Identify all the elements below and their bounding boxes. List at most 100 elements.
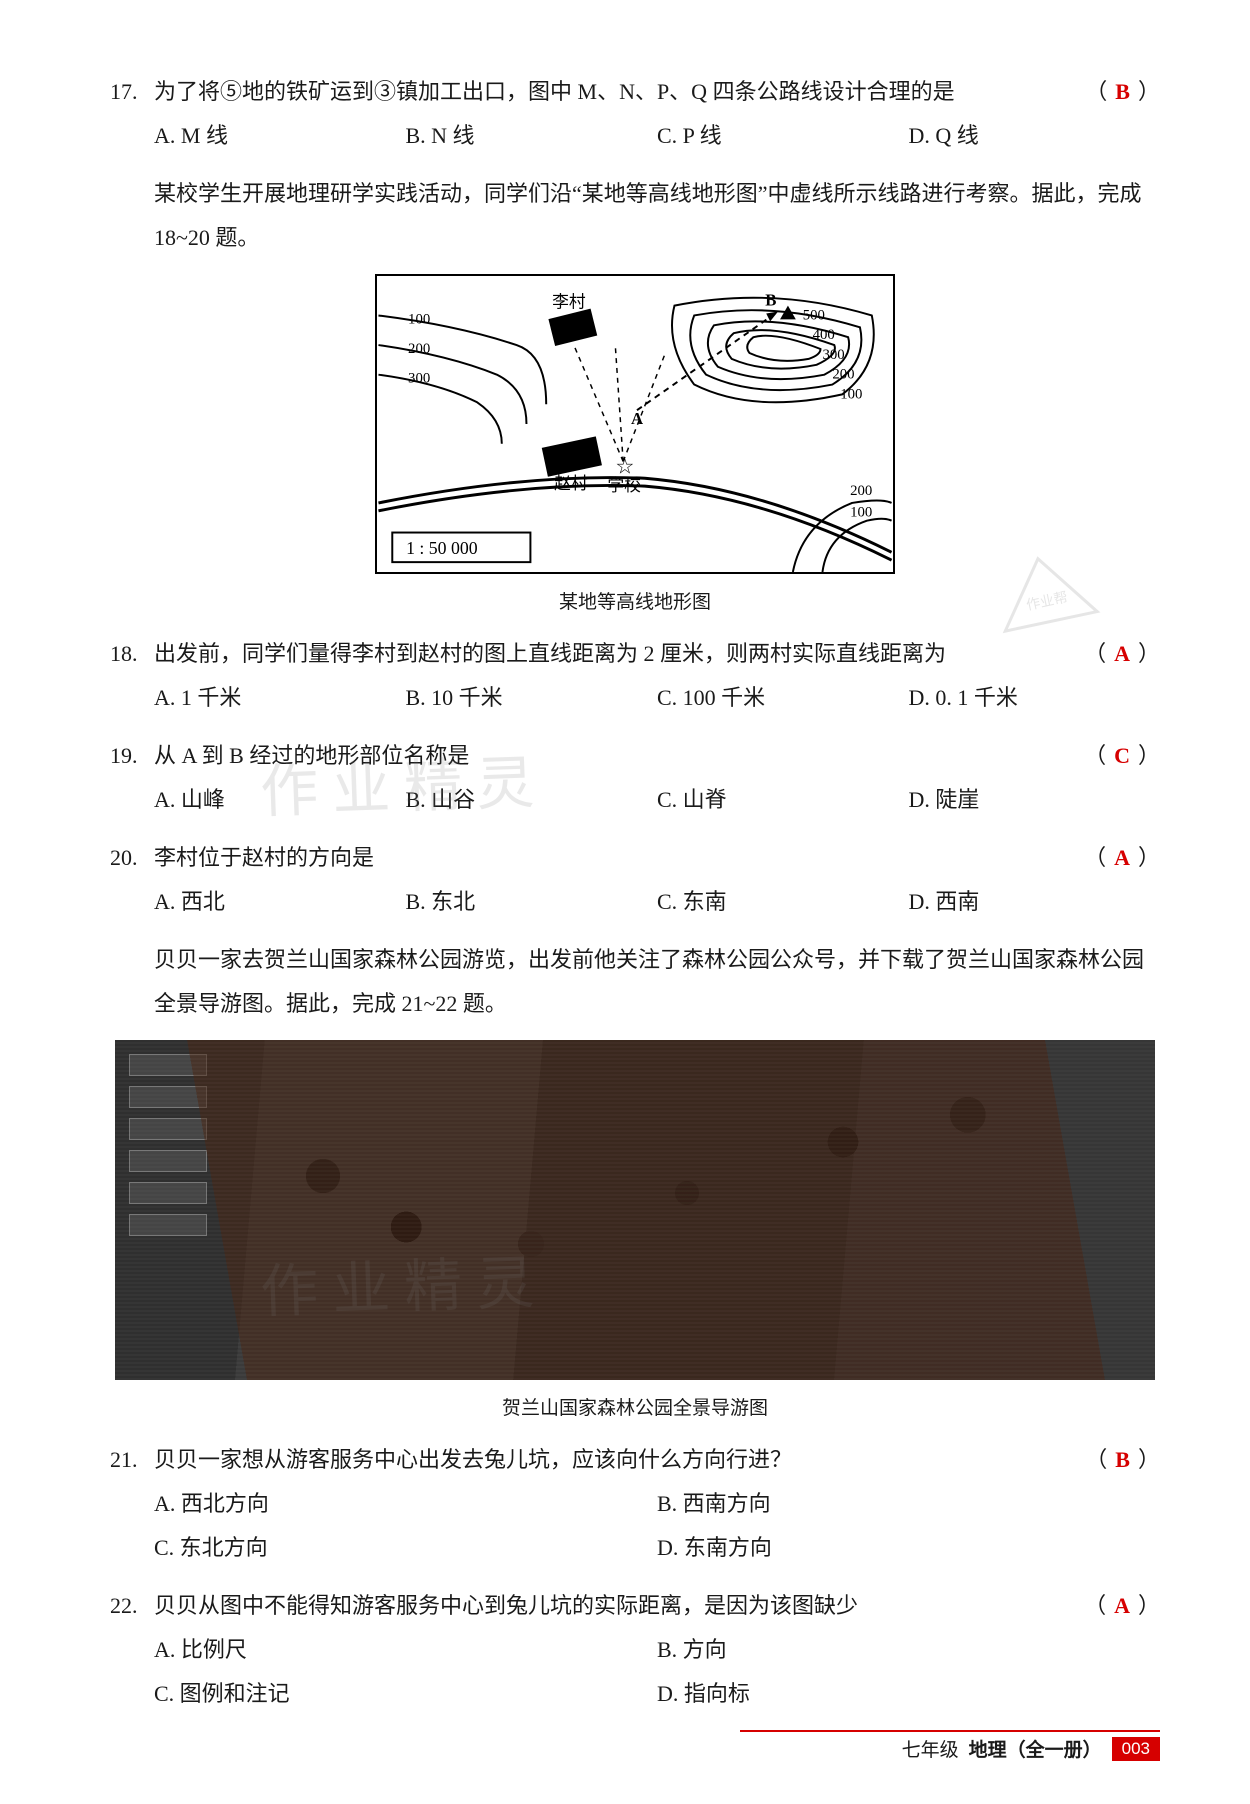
q22-options-row2: C. 图例和注记 D. 指向标	[110, 1672, 1160, 1716]
q22-answer-slot: （A）	[1084, 1584, 1160, 1628]
q22-opt-d: D. 指向标	[657, 1672, 1160, 1716]
q18-options: A. 1 千米 B. 10 千米 C. 100 千米 D. 0. 1 千米	[110, 676, 1160, 720]
page-footer: 七年级 地理（全一册） 003	[902, 1735, 1160, 1762]
zhao-village-icon	[542, 436, 602, 476]
passage-1-line2: 18~20 题。	[110, 216, 1160, 260]
q18-answer-slot: （A）	[1084, 632, 1160, 676]
q17-opt-c: C. P 线	[657, 114, 909, 158]
q20-opt-c: C. 东南	[657, 880, 909, 924]
q20-opt-a: A. 西北	[154, 880, 406, 924]
q18-opt-d: D. 0. 1 千米	[909, 676, 1161, 720]
q17-number: 17.	[110, 70, 154, 114]
q22-options-row1: A. 比例尺 B. 方向	[110, 1628, 1160, 1672]
question-18: 18. 出发前，同学们量得李村到赵村的图上直线距离为 2 厘米，则两村实际直线距…	[110, 632, 1160, 720]
contour-label: 200	[408, 341, 430, 357]
q19-opt-c: C. 山脊	[657, 778, 909, 822]
question-17: 17. 为了将⑤地的铁矿运到③镇加工出口，图中 M、N、P、Q 四条公路线设计合…	[110, 70, 1160, 158]
q21-answer: B	[1107, 1438, 1138, 1482]
map-legend-item	[129, 1214, 207, 1236]
q21-options-row1: A. 西北方向 B. 西南方向	[110, 1482, 1160, 1526]
point-b-label: B	[765, 291, 776, 310]
q18-opt-a: A. 1 千米	[154, 676, 406, 720]
q22-opt-c: C. 图例和注记	[154, 1672, 657, 1716]
footer-rule	[110, 1730, 1160, 1732]
q19-opt-a: A. 山峰	[154, 778, 406, 822]
figure-2-caption: 贺兰山国家森林公园全景导游图	[110, 1393, 1160, 1420]
question-20: 20. 李村位于赵村的方向是 （A） A. 西北 B. 东北 C. 东南 D. …	[110, 836, 1160, 924]
q19-answer: C	[1106, 734, 1138, 778]
q19-number: 19.	[110, 734, 154, 778]
scale-text: 1 : 50 000	[406, 538, 478, 558]
footer-grade: 七年级	[902, 1735, 959, 1762]
q21-options-row2: C. 东北方向 D. 东南方向	[110, 1526, 1160, 1570]
q18-answer: A	[1106, 632, 1138, 676]
q20-answer-slot: （A）	[1084, 836, 1160, 880]
passage-2-line2: 全景导游图。据此，完成 21~22 题。	[110, 982, 1160, 1026]
q19-answer-slot: （C）	[1084, 734, 1160, 778]
q19-opt-d: D. 陡崖	[909, 778, 1161, 822]
q20-options: A. 西北 B. 东北 C. 东南 D. 西南	[110, 880, 1160, 924]
q22-answer: A	[1106, 1584, 1138, 1628]
q20-answer: A	[1106, 836, 1138, 880]
point-a-label: A	[631, 409, 643, 428]
q21-answer-slot: （B）	[1085, 1438, 1160, 1482]
question-22-stem: 22. 贝贝从图中不能得知游客服务中心到兔儿坑的实际距离，是因为该图缺少 （A）	[110, 1584, 1160, 1628]
li-village-icon	[548, 309, 597, 346]
route-arrowhead-icon	[766, 312, 778, 322]
q20-number: 20.	[110, 836, 154, 880]
question-22: 22. 贝贝从图中不能得知游客服务中心到兔儿坑的实际距离，是因为该图缺少 （A）…	[110, 1584, 1160, 1716]
contour-line	[378, 375, 501, 444]
q21-number: 21.	[110, 1438, 154, 1482]
school-label: 学校	[607, 476, 641, 495]
q21-text: 贝贝一家想从游客服务中心出发去兔儿坑，应该向什么方向行进？	[154, 1438, 1160, 1482]
figure-1-wrap: 100 200 300 500 400 300 200 100 200 100 …	[110, 274, 1160, 579]
q18-number: 18.	[110, 632, 154, 676]
contour-label: 300	[408, 371, 430, 387]
contour-line	[747, 336, 820, 361]
q17-opt-d: D. Q 线	[909, 114, 1161, 158]
q17-options: A. M 线 B. N 线 C. P 线 D. Q 线	[110, 114, 1160, 158]
contour-label: 400	[813, 327, 835, 343]
q21-opt-d: D. 东南方向	[657, 1526, 1160, 1570]
q17-text: 为了将⑤地的铁矿运到③镇加工出口，图中 M、N、P、Q 四条公路线设计合理的是	[154, 70, 1160, 114]
question-21-stem: 21. 贝贝一家想从游客服务中心出发去兔儿坑，应该向什么方向行进？ （B）	[110, 1438, 1160, 1482]
q20-text: 李村位于赵村的方向是	[154, 836, 1160, 880]
q19-opt-b: B. 山谷	[406, 778, 658, 822]
dashed-line	[623, 355, 664, 462]
passage-2-line1: 贝贝一家去贺兰山国家森林公园游览，出发前他关注了森林公园公众号，并下载了贺兰山国…	[110, 938, 1160, 982]
question-20-stem: 20. 李村位于赵村的方向是 （A）	[110, 836, 1160, 880]
q22-opt-b: B. 方向	[657, 1628, 1160, 1672]
footer-page-number: 003	[1112, 1737, 1160, 1761]
question-21: 21. 贝贝一家想从游客服务中心出发去兔儿坑，应该向什么方向行进？ （B） A.…	[110, 1438, 1160, 1570]
question-18-stem: 18. 出发前，同学们量得李村到赵村的图上直线距离为 2 厘米，则两村实际直线距…	[110, 632, 1160, 676]
map-legend-item	[129, 1054, 207, 1076]
q18-opt-c: C. 100 千米	[657, 676, 909, 720]
q17-opt-a: A. M 线	[154, 114, 406, 158]
q18-text: 出发前，同学们量得李村到赵村的图上直线距离为 2 厘米，则两村实际直线距离为	[154, 632, 1160, 676]
contour-map-svg: 100 200 300 500 400 300 200 100 200 100 …	[375, 274, 895, 574]
map-legend-item	[129, 1150, 207, 1172]
q18-opt-b: B. 10 千米	[406, 676, 658, 720]
li-village-label: 李村	[552, 293, 586, 312]
q17-answer-slot: （B）	[1085, 70, 1160, 114]
zhao-village-label: 赵村	[554, 474, 588, 493]
q21-opt-c: C. 东北方向	[154, 1526, 657, 1570]
contour-line	[378, 315, 546, 404]
dashed-line	[615, 345, 623, 461]
figure-2-wrap	[110, 1040, 1160, 1385]
map-legend-column	[129, 1054, 207, 1236]
paren-open: （	[1085, 79, 1107, 104]
contour-label: 200	[850, 483, 872, 499]
map-legend-item	[129, 1086, 207, 1108]
question-19-stem: 19. 从 A 到 B 经过的地形部位名称是 （C）	[110, 734, 1160, 778]
contour-label: 100	[408, 311, 430, 327]
contour-label: 300	[822, 347, 844, 363]
q21-opt-b: B. 西南方向	[657, 1482, 1160, 1526]
contour-label: 200	[832, 367, 854, 383]
paren-close: ）	[1138, 79, 1160, 104]
q17-answer: B	[1107, 70, 1138, 114]
contour-label: 500	[803, 307, 825, 323]
figure-1-caption: 某地等高线地形图	[110, 587, 1160, 614]
q22-number: 22.	[110, 1584, 154, 1628]
q19-options: A. 山峰 B. 山谷 C. 山脊 D. 陡崖	[110, 778, 1160, 822]
